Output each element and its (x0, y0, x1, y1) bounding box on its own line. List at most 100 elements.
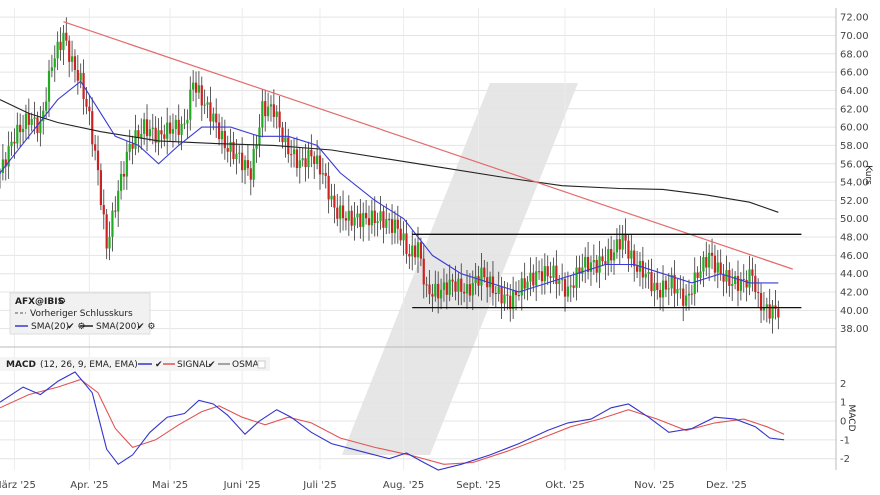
candle-body (246, 160, 250, 169)
candle-body (194, 82, 198, 93)
candle-body (21, 128, 25, 133)
macd-line (0, 371, 785, 471)
candle-body (330, 195, 333, 200)
candle-body (483, 267, 486, 278)
candle-body (762, 307, 766, 311)
macd-tick-label: 2 (840, 379, 846, 390)
candle-body (122, 173, 126, 177)
candle-body (235, 153, 238, 159)
signal-edit-icon[interactable]: ✔ (208, 360, 216, 370)
time-tick-label: Aug. '25 (383, 480, 424, 491)
legend-sma20-edit-icon[interactable]: ✔ ⚙ (67, 322, 85, 332)
macd-settings-icon[interactable] (257, 360, 266, 369)
candle-body (327, 175, 330, 200)
candle-body (157, 130, 160, 143)
candle-body (439, 289, 443, 299)
candle-body (552, 265, 555, 278)
time-tick-label: Nov. '25 (634, 480, 675, 491)
candle-body (731, 283, 734, 286)
candle-body (442, 282, 446, 290)
price-tick-label: 46.00 (840, 251, 869, 262)
candle-body (45, 101, 48, 111)
candle-body (566, 286, 570, 297)
candle-body (168, 122, 172, 134)
candle-body (160, 130, 163, 135)
legend-symbol: AFX@IBIS (15, 297, 64, 307)
price-tick-label: 52.00 (840, 196, 869, 207)
macd-edit-icon[interactable]: ✔ (155, 360, 163, 370)
candle-body (154, 127, 157, 143)
candle-body (318, 155, 322, 175)
legend-box (9, 292, 151, 335)
candle-body (635, 266, 639, 272)
candle-body (679, 288, 682, 290)
candle-body (745, 279, 748, 288)
candle-body (220, 130, 224, 140)
candle-body (102, 204, 105, 215)
candle-body (223, 130, 226, 149)
legend-symbol-icon[interactable]: ⚙ (58, 297, 66, 307)
candle-body (586, 256, 590, 272)
candle-body (627, 240, 630, 259)
candle-body (598, 256, 601, 273)
candle-body (503, 294, 506, 304)
candle-body (241, 152, 244, 171)
candle-body (269, 104, 273, 107)
candle-body (281, 127, 284, 143)
candle-body (734, 276, 737, 284)
candle-body (604, 261, 607, 265)
candle-body (757, 292, 760, 294)
time-tick-label: Okt. '25 (545, 480, 584, 491)
candle-body (618, 239, 621, 250)
candle-body (166, 122, 169, 139)
candle-body (313, 156, 316, 165)
time-tick-label: Juli '25 (302, 480, 337, 491)
candle-body (68, 40, 71, 62)
price-tick-label: 40.00 (840, 306, 869, 317)
candle-body (30, 118, 33, 125)
macd-tick-label: 0 (840, 417, 846, 428)
candle-body (532, 272, 535, 286)
time-tick-label: März '25 (0, 480, 36, 491)
candle-body (690, 293, 693, 295)
candle-body (255, 144, 258, 149)
time-tick-label: Juni '25 (223, 480, 261, 491)
macd-grid (0, 382, 836, 460)
candle-body (301, 158, 304, 161)
candle-body (644, 273, 647, 278)
candle-body (529, 272, 532, 282)
candle-body (206, 102, 209, 105)
candle-body (117, 190, 120, 212)
candle-body (47, 70, 51, 102)
candle-body (59, 41, 62, 50)
candle-body (382, 211, 385, 228)
candle-body (512, 290, 515, 310)
candle-body (523, 278, 526, 289)
candle-body (249, 168, 252, 180)
price-tick-label: 64.00 (840, 86, 869, 97)
candle-body (111, 210, 114, 237)
candle-body (321, 173, 324, 175)
candle-body (693, 272, 696, 295)
legend-sma200-edit-icon[interactable]: ✔ ⚙ (137, 322, 155, 332)
candle-body (434, 283, 437, 297)
candle-body (278, 111, 281, 128)
candle-body (656, 282, 659, 291)
candle-body (73, 56, 77, 70)
candle-body (584, 256, 587, 268)
candle-body (659, 290, 662, 298)
price-tick-label: 44.00 (840, 269, 869, 280)
candle-body (376, 221, 379, 224)
time-tick-label: Apr. '25 (70, 480, 108, 491)
price-tick-label: 72.00 (840, 13, 869, 24)
signal-line (0, 378, 785, 465)
candle-body (310, 149, 313, 157)
candle-body (356, 213, 359, 218)
candle-body (200, 85, 203, 106)
candle-body (232, 141, 235, 159)
price-tick-label: 58.00 (840, 141, 869, 152)
candle-body (33, 117, 36, 119)
macd-params: (12, 26, 9, EMA, EMA) (40, 360, 138, 370)
candle-body (754, 275, 757, 293)
candle-body (1, 159, 4, 173)
